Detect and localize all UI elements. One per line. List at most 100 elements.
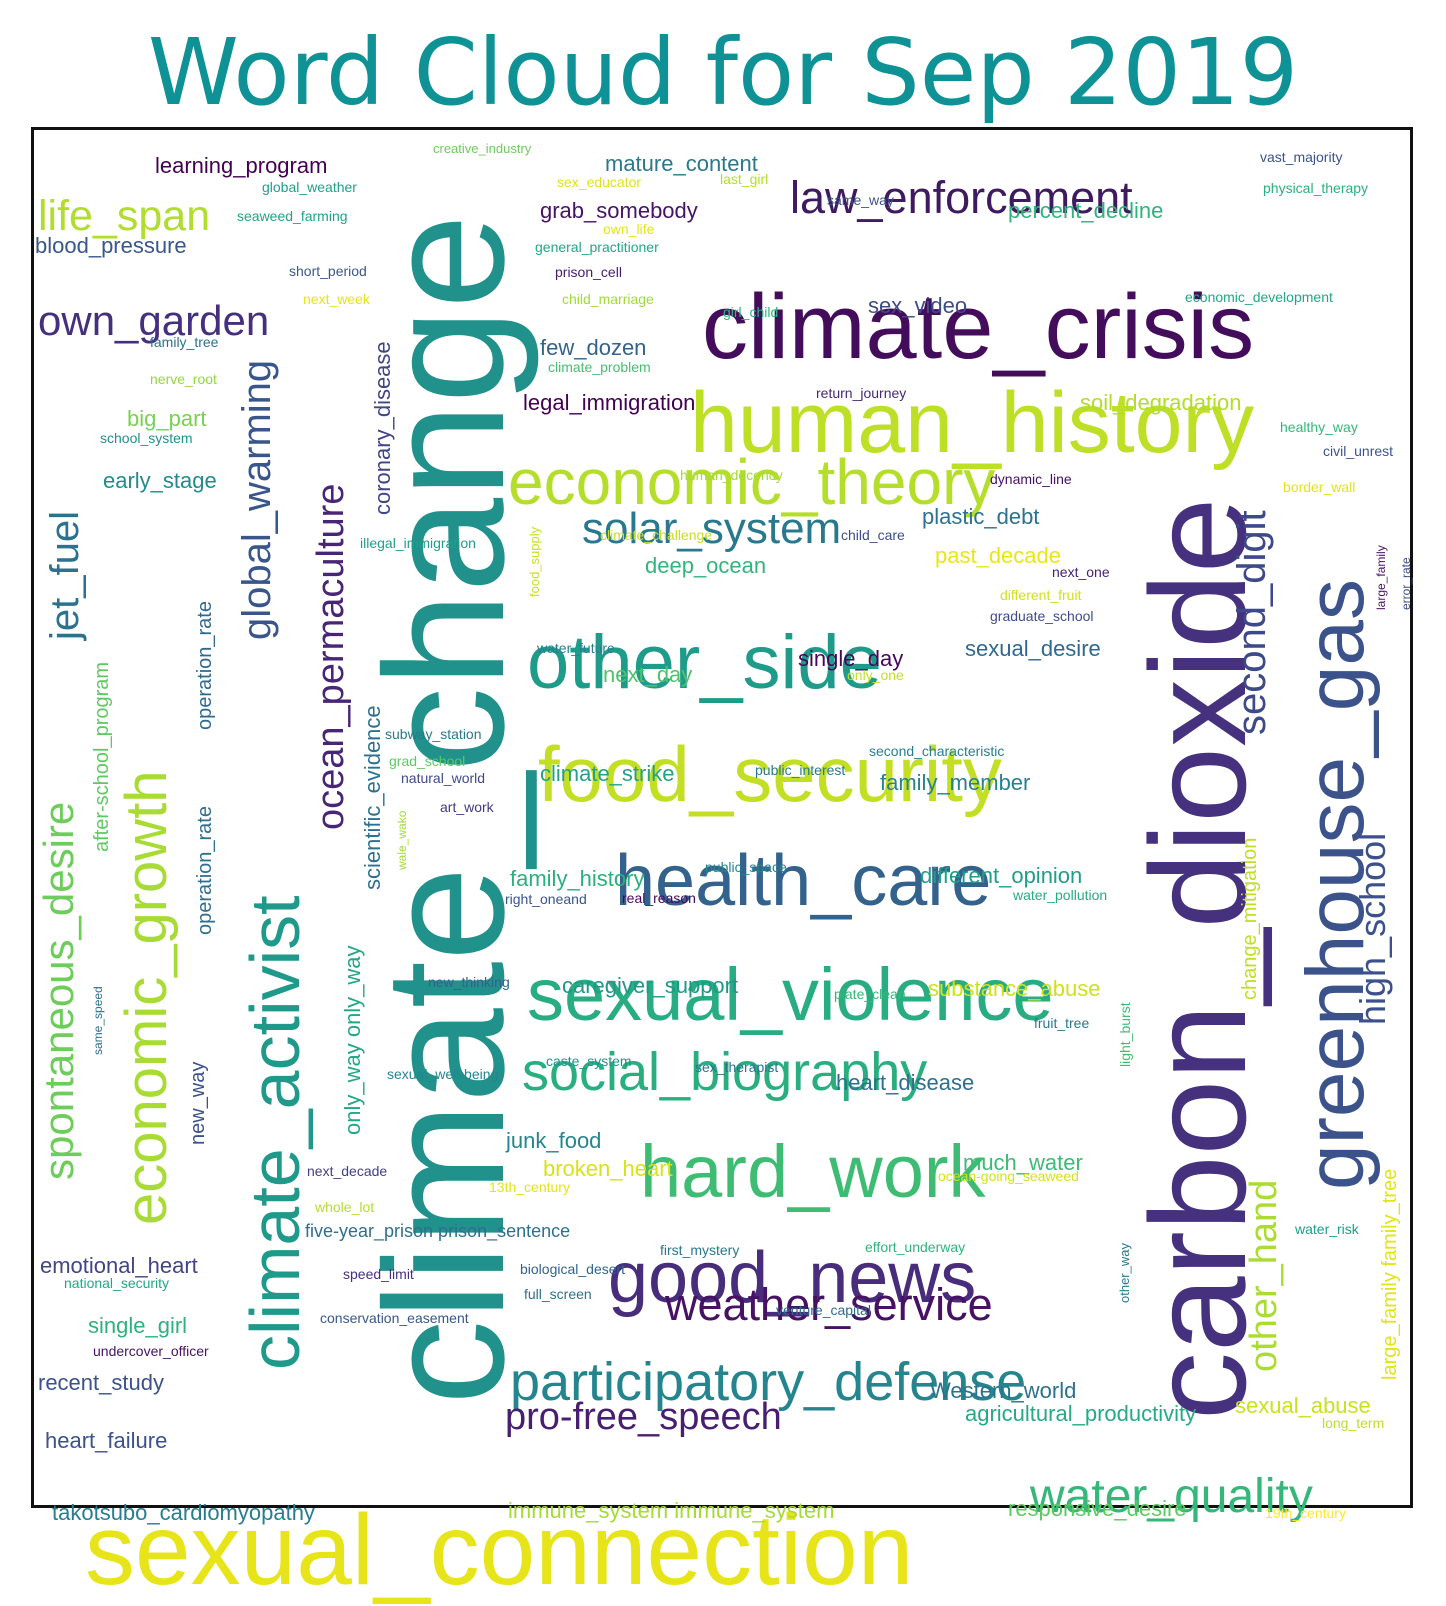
word-early-stage: early_stage <box>103 468 217 493</box>
word-general-practitioner: general_practitioner <box>535 239 659 255</box>
word-ocean-going-seaweed: ocean-going_seaweed <box>938 1168 1079 1184</box>
word-grab-somebody: grab_somebody <box>540 198 698 223</box>
word-public-space: public_space <box>705 859 787 875</box>
word-caste-system: caste_system <box>546 1053 632 1069</box>
word-law-enforcement: law_enforcement <box>790 172 1133 223</box>
word-health-care: health_care <box>615 841 992 921</box>
word-hard-work: hard_work <box>640 1130 986 1213</box>
word-other-way: other_way <box>1117 1243 1132 1303</box>
word-healthy-way: healthy_way <box>1280 419 1358 435</box>
word-legal-immigration: legal_immigration <box>523 390 696 415</box>
word-western-world: Western_world <box>930 1378 1077 1403</box>
word-operation-rate: operation_rate <box>194 806 216 935</box>
word-large-family-family-tree: large_family family_tree <box>1379 1168 1401 1380</box>
word-next-one: next_one <box>1052 564 1110 580</box>
word-wale-wako: wale_wako <box>395 810 409 870</box>
word-emotional-heart: emotional_heart <box>40 1253 198 1278</box>
word-only-way-only-way: only_way only_way <box>340 945 365 1135</box>
word-own-life: own_life <box>603 221 655 237</box>
word-public-interest: public_interest <box>755 762 846 778</box>
word-substance-abuse: substance_abuse <box>928 976 1101 1001</box>
word-natural-world: natural_world <box>401 770 486 786</box>
word-heart-disease: heart_disease <box>836 1070 975 1095</box>
word-undercover-officer: undercover_officer <box>93 1343 209 1359</box>
word-full-screen: full_screen <box>524 1286 592 1302</box>
word-family-tree: family_tree <box>150 334 219 350</box>
word-plastic-debt: plastic_debt <box>922 504 1040 529</box>
word-creative-industry: creative_industry <box>433 141 532 156</box>
word-own-garden: own_garden <box>38 297 270 344</box>
word-return-journey: return_journey <box>816 385 907 401</box>
word-conservation-easement: conservation_easement <box>320 1310 469 1326</box>
word-national-security: national_security <box>64 1275 170 1291</box>
word-venture-capital: venture_capital <box>776 1302 871 1318</box>
word-jet-fuel: jet_fuel <box>43 511 87 640</box>
word-graduate-school: graduate_school <box>990 608 1094 624</box>
word-junk-food: junk_food <box>506 1128 602 1153</box>
word-other-side: other_side <box>527 620 882 705</box>
word-pro-free-speech: pro-free_speech <box>505 1396 782 1438</box>
word-immune-system-immune-system: immune_system immune_system <box>508 1498 835 1523</box>
word-seaweed-farming: seaweed_farming <box>237 208 348 224</box>
word-caregiver-support: caregiver_support <box>562 973 739 998</box>
word-dynamic-line: dynamic_line <box>990 471 1072 487</box>
word-light-burst: light_burst <box>1117 1002 1133 1067</box>
word-prison-cell: prison_cell <box>555 264 622 280</box>
word-economic-growth: economic_growth <box>114 770 179 1225</box>
word-nerve-root: nerve_root <box>150 371 217 387</box>
word-different-opinion: different_opinion <box>920 863 1083 888</box>
word-child-care: child_care <box>841 527 905 543</box>
word-agricultural-productivity: agricultural_productivity <box>965 1401 1197 1426</box>
word-second-digit: second_digit <box>1230 510 1274 735</box>
word-food-security: food_security <box>538 730 1002 818</box>
word-sexual-violence: sexual_violence <box>527 953 1054 1036</box>
word-coronary-disease: coronary_disease <box>370 341 395 515</box>
word-few-dozen: few_dozen <box>540 335 647 360</box>
word-big-part: big_part <box>127 406 207 431</box>
word-sexual-desire: sexual_desire <box>965 636 1101 661</box>
word-soil-degradation: soil_degradation <box>1080 390 1242 415</box>
word-spontaneous-desire: spontaneous_desire <box>35 801 82 1180</box>
word-good-news: good_news <box>608 1238 977 1318</box>
word-takotsubo-cardiomyopathy: takotsubo_cardiomyopathy <box>52 1500 315 1525</box>
word-learning-program: learning_program <box>155 153 328 178</box>
word-new-way: new_way <box>187 1061 209 1145</box>
word-participatory-defense: participatory_defense <box>510 1352 1027 1412</box>
word-fruit-tree: fruit_tree <box>1034 1015 1090 1031</box>
word-family-history: family_history <box>510 866 645 891</box>
word-child-marriage: child_marriage <box>562 291 654 307</box>
word-ocean-permaculture: ocean_permaculture <box>310 483 352 830</box>
word-scientific-evidence: scientific_evidence <box>360 705 385 890</box>
word-next-day: next_day <box>603 662 693 687</box>
word-error-rate: error_rate <box>1399 557 1413 610</box>
word-sexual-well-being: sexual_well-being <box>387 1066 499 1082</box>
word-operation-rate: operation_rate <box>194 601 216 730</box>
word-change-mitigation: change_mitigation <box>1239 837 1261 1000</box>
word-same-way: same_way <box>827 192 894 208</box>
word-grad-school: grad_school <box>389 753 466 769</box>
word-human-history: human_history <box>690 375 1255 471</box>
word-cloud: climate_change carbon_dioxide sexual_conne… <box>35 141 1413 1600</box>
word-physical-therapy: physical_therapy <box>1263 180 1369 196</box>
word-high-school: high_school <box>1352 832 1393 1025</box>
word-sex-video: sex_video <box>868 293 968 318</box>
word-large-family: large_family <box>1374 545 1388 610</box>
word-other-hand: other_hand <box>1243 1179 1285 1372</box>
word-economic-theory: economic_theory <box>508 446 996 518</box>
word-13th-century: 13th_century <box>489 1179 570 1195</box>
word-economic-development: economic_development <box>1185 289 1333 305</box>
word-social-biography: social_biography <box>522 1042 928 1102</box>
word-blood-pressure: blood_pressure <box>35 233 187 258</box>
word-girl-child: girl_child <box>723 304 779 320</box>
word-plate-clean: plate_clean <box>834 986 906 1002</box>
word-long-term: long_term <box>1322 1415 1385 1431</box>
word-water-risk: water_risk <box>1295 1221 1359 1237</box>
word-right-oneand: right_oneand <box>505 891 587 907</box>
word-broken-heart: broken_heart <box>543 1156 673 1181</box>
word-cloud-frame <box>31 127 1413 1508</box>
word-art-work: art_work <box>440 799 494 815</box>
word-first-mystery: first_mystery <box>660 1242 740 1258</box>
word-water-future: water_future <box>537 640 615 656</box>
word-sex-educator: sex_educator <box>557 174 642 190</box>
word-sex-therapist: sex_therapist <box>695 1059 779 1075</box>
